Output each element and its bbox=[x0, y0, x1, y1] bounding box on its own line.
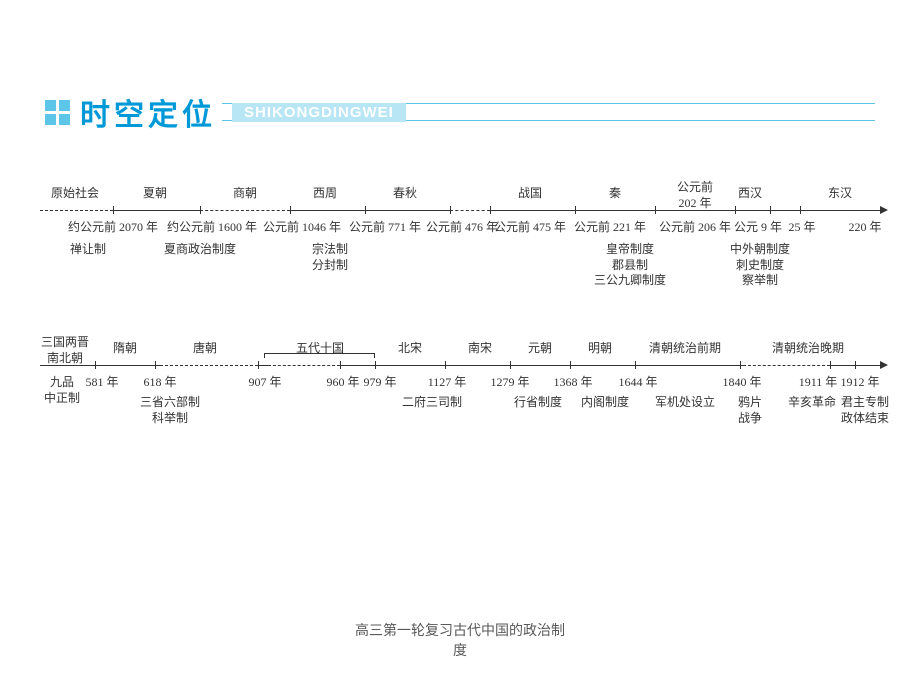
tick bbox=[770, 206, 771, 214]
period-label: 清朝统治前期 bbox=[649, 341, 721, 357]
tick bbox=[800, 206, 801, 214]
header-rule: SHIKONGDINGWEI bbox=[222, 103, 875, 121]
year-label: 1911 年 bbox=[799, 375, 838, 391]
year-label: 公元前 221 年 bbox=[574, 220, 646, 236]
page-title: 时空定位 bbox=[80, 90, 216, 134]
tick bbox=[635, 361, 636, 369]
tick bbox=[95, 361, 96, 369]
period-label: 东汉 bbox=[828, 186, 852, 202]
period-label: 明朝 bbox=[588, 341, 612, 357]
year-label: 581 年 bbox=[85, 375, 118, 391]
period-label: 元朝 bbox=[528, 341, 552, 357]
note-label: 二府三司制 bbox=[402, 395, 462, 411]
year-label: 979 年 bbox=[363, 375, 396, 391]
grid-icon bbox=[45, 100, 70, 125]
year-label: 公元 9 年 bbox=[734, 220, 782, 236]
arrow-icon bbox=[880, 206, 888, 214]
period-label: 公元前202 年 bbox=[677, 180, 713, 211]
note-label: 中外朝制度刺史制度察举制 bbox=[730, 242, 790, 289]
note-label: 军机处设立 bbox=[655, 395, 715, 411]
year-label: 公元前 206 年 bbox=[659, 220, 731, 236]
year-label: 618 年 bbox=[143, 375, 176, 391]
note-label: 内阁制度 bbox=[581, 395, 629, 411]
year-label: 1912 年 bbox=[840, 375, 879, 391]
tick bbox=[655, 206, 656, 214]
year-label: 1127 年 bbox=[428, 375, 467, 391]
period-label: 战国 bbox=[518, 186, 542, 202]
note-label: 行省制度 bbox=[514, 395, 562, 411]
axis-dash bbox=[450, 210, 490, 211]
period-label: 商朝 bbox=[233, 186, 257, 202]
year-label: 1279 年 bbox=[490, 375, 529, 391]
year-label: 约公元前 2070 年 bbox=[68, 220, 158, 236]
period-label: 秦 bbox=[609, 186, 621, 202]
tick bbox=[340, 361, 341, 369]
year-label: 960 年 bbox=[326, 375, 359, 391]
period-label: 唐朝 bbox=[193, 341, 217, 357]
tick bbox=[290, 206, 291, 214]
year-label: 907 年 bbox=[248, 375, 281, 391]
tick bbox=[113, 206, 114, 214]
tick bbox=[450, 206, 451, 214]
tick bbox=[155, 361, 156, 369]
period-label: 原始社会 bbox=[51, 186, 99, 202]
axis-dash bbox=[40, 210, 113, 211]
axis-dash bbox=[160, 365, 258, 366]
note-label: 三省六部制科举制 bbox=[140, 395, 200, 426]
tick bbox=[510, 361, 511, 369]
year-label: 1840 年 bbox=[722, 375, 761, 391]
axis-dash bbox=[268, 365, 340, 366]
note-label: 宗法制分封制 bbox=[312, 242, 348, 273]
note-label: 禅让制 bbox=[70, 242, 106, 258]
period-label: 五代十国 bbox=[296, 341, 344, 357]
note-label: 九品中正制 bbox=[44, 375, 80, 406]
tick bbox=[575, 206, 576, 214]
note-label: 君主专制政体结束 bbox=[841, 395, 889, 426]
period-label: 夏朝 bbox=[143, 186, 167, 202]
period-label: 三国两晋南北朝 bbox=[41, 335, 89, 366]
axis-upper: 原始社会夏朝商朝西周春秋战国秦公元前202 年西汉东汉约公元前 2070 年约公… bbox=[40, 210, 880, 211]
period-label: 隋朝 bbox=[113, 341, 137, 357]
timeline-lower: 三国两晋南北朝隋朝唐朝五代十国北宋南宋元朝明朝清朝统治前期清朝统治晚期581 年… bbox=[40, 325, 880, 366]
period-label: 春秋 bbox=[393, 186, 417, 202]
footer-caption: 高三第一轮复习古代中国的政治制度 bbox=[0, 620, 920, 660]
tick bbox=[365, 206, 366, 214]
period-label: 南宋 bbox=[468, 341, 492, 357]
note-label: 皇帝制度郡县制三公九卿制度 bbox=[594, 242, 666, 289]
arrow-icon bbox=[880, 361, 888, 369]
tick bbox=[855, 361, 856, 369]
year-label: 公元前 475 年 bbox=[494, 220, 566, 236]
tick bbox=[490, 206, 491, 214]
note-label: 辛亥革命 bbox=[788, 395, 836, 411]
note-label: 夏商政治制度 bbox=[164, 242, 236, 258]
header: 时空定位 SHIKONGDINGWEI bbox=[45, 90, 875, 134]
title-pinyin: SHIKONGDINGWEI bbox=[232, 103, 406, 122]
note-label: 鸦片战争 bbox=[738, 395, 762, 426]
period-label: 西周 bbox=[313, 186, 337, 202]
tick bbox=[375, 361, 376, 369]
tick bbox=[200, 206, 201, 214]
axis-dash bbox=[200, 210, 290, 211]
year-label: 公元前 1046 年 bbox=[263, 220, 341, 236]
period-label: 北宋 bbox=[398, 341, 422, 357]
tick bbox=[740, 361, 741, 369]
axis-dash bbox=[743, 365, 830, 366]
year-label: 220 年 bbox=[848, 220, 881, 236]
period-label: 清朝统治晚期 bbox=[772, 341, 844, 357]
year-label: 公元前 476 年 bbox=[426, 220, 498, 236]
tick bbox=[830, 361, 831, 369]
year-label: 约公元前 1600 年 bbox=[167, 220, 257, 236]
timeline-upper: 原始社会夏朝商朝西周春秋战国秦公元前202 年西汉东汉约公元前 2070 年约公… bbox=[40, 170, 880, 211]
year-label: 25 年 bbox=[788, 220, 815, 236]
tick bbox=[570, 361, 571, 369]
year-label: 1368 年 bbox=[553, 375, 592, 391]
period-label: 西汉 bbox=[738, 186, 762, 202]
axis-lower: 三国两晋南北朝隋朝唐朝五代十国北宋南宋元朝明朝清朝统治前期清朝统治晚期581 年… bbox=[40, 365, 880, 366]
tick bbox=[445, 361, 446, 369]
year-label: 1644 年 bbox=[618, 375, 657, 391]
year-label: 公元前 771 年 bbox=[349, 220, 421, 236]
tick bbox=[258, 361, 259, 369]
tick bbox=[735, 206, 736, 214]
